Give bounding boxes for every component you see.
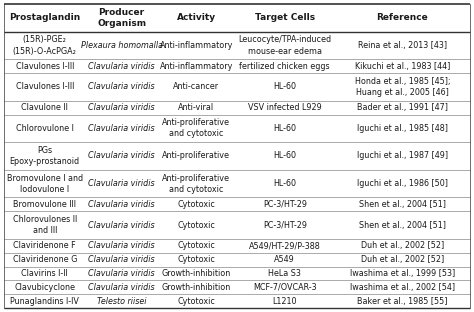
Text: Reina et al., 2013 [43]: Reina et al., 2013 [43] [358,41,447,50]
Text: Anti-viral: Anti-viral [178,103,214,112]
Text: Bader et al., 1991 [47]: Bader et al., 1991 [47] [357,103,448,112]
Text: Clavularia viridis: Clavularia viridis [88,103,155,112]
Text: Plexaura homomalla: Plexaura homomalla [81,41,163,50]
Text: MCF-7/OVCAR-3: MCF-7/OVCAR-3 [253,283,317,292]
Text: Growth-inhibition: Growth-inhibition [162,283,231,292]
Text: Anti-proliferative: Anti-proliferative [162,152,230,160]
Text: Growth-inhibition: Growth-inhibition [162,269,231,278]
Text: Anti-proliferative
and cytotoxic: Anti-proliferative and cytotoxic [162,173,230,194]
Text: Clavulones I-III: Clavulones I-III [16,62,74,71]
Text: Honda et al., 1985 [45];
Huang et al., 2005 [46]: Honda et al., 1985 [45]; Huang et al., 2… [355,77,450,97]
Text: Iwashima et al., 2002 [54]: Iwashima et al., 2002 [54] [350,283,455,292]
Text: Punaglandins I-IV: Punaglandins I-IV [10,297,79,305]
Text: Clavularia viridis: Clavularia viridis [88,241,155,250]
Text: Clavularia viridis: Clavularia viridis [88,152,155,160]
Text: PC-3/HT-29: PC-3/HT-29 [263,221,307,230]
Text: Clavirins I-II: Clavirins I-II [21,269,68,278]
Text: Clavularia viridis: Clavularia viridis [88,283,155,292]
Text: Clavulone II: Clavulone II [21,103,68,112]
Text: Bromovulone I and
Iodovulone I: Bromovulone I and Iodovulone I [7,173,83,194]
Text: HeLa S3: HeLa S3 [268,269,301,278]
Text: Anti-inflammatory: Anti-inflammatory [160,62,233,71]
Text: Clavularia viridis: Clavularia viridis [88,255,155,264]
Text: VSV infected L929: VSV infected L929 [248,103,322,112]
Text: Cytotoxic: Cytotoxic [177,221,215,230]
Text: Kikuchi et al., 1983 [44]: Kikuchi et al., 1983 [44] [355,62,450,71]
Text: Chlorovulone I: Chlorovulone I [16,124,74,133]
Text: Clavularia viridis: Clavularia viridis [88,200,155,209]
Text: L1210: L1210 [273,297,297,305]
Text: Iguchi et al., 1985 [48]: Iguchi et al., 1985 [48] [357,124,448,133]
Text: Claviridenone F: Claviridenone F [13,241,76,250]
Text: Activity: Activity [177,13,216,22]
Text: Anti-cancer: Anti-cancer [173,82,219,91]
Text: Clavularia viridis: Clavularia viridis [88,221,155,230]
Text: Clavularia viridis: Clavularia viridis [88,124,155,133]
Text: Anti-inflammatory: Anti-inflammatory [160,41,233,50]
Text: HL-60: HL-60 [273,124,296,133]
Text: Cytotoxic: Cytotoxic [177,200,215,209]
Text: Baker et al., 1985 [55]: Baker et al., 1985 [55] [357,297,447,305]
Text: Clavulones I-III: Clavulones I-III [16,82,74,91]
Text: HL-60: HL-60 [273,82,296,91]
Text: Cytotoxic: Cytotoxic [177,297,215,305]
Text: Telesto riisei: Telesto riisei [97,297,146,305]
Text: (15R)-PGE₂
(15R)-O-AcPGA₂: (15R)-PGE₂ (15R)-O-AcPGA₂ [13,35,77,56]
Text: Clavularia viridis: Clavularia viridis [88,179,155,188]
Text: Leucocyte/TPA-induced
mouse-ear edema: Leucocyte/TPA-induced mouse-ear edema [238,35,331,56]
Text: Iguchi et al., 1986 [50]: Iguchi et al., 1986 [50] [357,179,448,188]
Text: Prostaglandin: Prostaglandin [9,13,81,22]
Text: Cytotoxic: Cytotoxic [177,241,215,250]
Text: Claviridenone G: Claviridenone G [13,255,77,264]
Text: fertilized chicken eggs: fertilized chicken eggs [239,62,330,71]
Text: Duh et al., 2002 [52]: Duh et al., 2002 [52] [361,241,444,250]
Text: PC-3/HT-29: PC-3/HT-29 [263,200,307,209]
Text: Duh et al., 2002 [52]: Duh et al., 2002 [52] [361,255,444,264]
Text: Clavularia viridis: Clavularia viridis [88,82,155,91]
Text: PGs
Epoxy-prostanoid: PGs Epoxy-prostanoid [9,146,80,166]
Text: Iguchi et al., 1987 [49]: Iguchi et al., 1987 [49] [357,152,448,160]
Text: Clavularia viridis: Clavularia viridis [88,269,155,278]
Text: Reference: Reference [376,13,428,22]
Text: Iwashima et al., 1999 [53]: Iwashima et al., 1999 [53] [350,269,455,278]
Text: Target Cells: Target Cells [255,13,315,22]
Text: A549: A549 [274,255,295,264]
Text: Clavubicyclone: Clavubicyclone [14,283,75,292]
Text: Bromovulone III: Bromovulone III [13,200,76,209]
Text: Cytotoxic: Cytotoxic [177,255,215,264]
Text: HL-60: HL-60 [273,179,296,188]
Text: Chlorovulones II
and III: Chlorovulones II and III [13,215,77,235]
Text: Clavularia viridis: Clavularia viridis [88,62,155,71]
Text: HL-60: HL-60 [273,152,296,160]
Text: A549/HT-29/P-388: A549/HT-29/P-388 [249,241,320,250]
Text: Shen et al., 2004 [51]: Shen et al., 2004 [51] [359,221,446,230]
Text: Anti-proliferative
and cytotoxic: Anti-proliferative and cytotoxic [162,118,230,139]
Text: Producer
Organism: Producer Organism [97,8,146,28]
Text: Shen et al., 2004 [51]: Shen et al., 2004 [51] [359,200,446,209]
